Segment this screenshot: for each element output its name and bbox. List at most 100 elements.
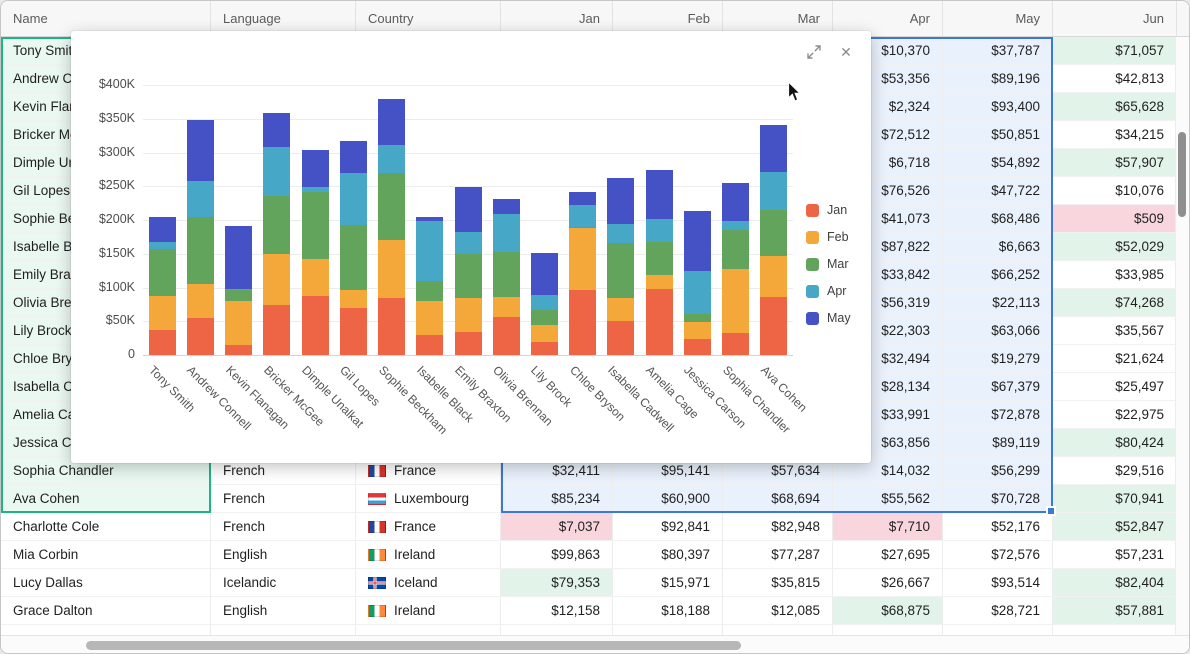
cell-jan[interactable]: $79,353 bbox=[501, 569, 613, 596]
bar-segment-jan[interactable] bbox=[301, 295, 329, 355]
cell-mar[interactable]: $35,815 bbox=[723, 569, 833, 596]
bar-segment-feb[interactable] bbox=[301, 259, 329, 296]
cell-mar[interactable]: $12,085 bbox=[723, 597, 833, 624]
cell-may[interactable]: $67,379 bbox=[943, 373, 1053, 400]
bar-segment-apr[interactable] bbox=[225, 288, 253, 291]
bar-segment-mar[interactable] bbox=[492, 252, 520, 297]
bar-segment-apr[interactable] bbox=[569, 204, 597, 227]
bar-segment-may[interactable] bbox=[645, 170, 673, 220]
cell-may[interactable]: $93,400 bbox=[943, 93, 1053, 120]
bar-segment-may[interactable] bbox=[683, 210, 711, 271]
bar-segment-may[interactable] bbox=[454, 186, 482, 232]
cell-country[interactable]: Iceland bbox=[356, 569, 501, 596]
cell-jun[interactable] bbox=[1053, 625, 1177, 635]
bar-segment-jan[interactable] bbox=[607, 321, 635, 355]
bar-segment-apr[interactable] bbox=[530, 295, 558, 311]
cell-jan[interactable]: $99,863 bbox=[501, 541, 613, 568]
bar-segment-feb[interactable] bbox=[530, 325, 558, 343]
bar-segment-jan[interactable] bbox=[569, 289, 597, 355]
bar-segment-jan[interactable] bbox=[186, 317, 214, 355]
bar-segment-jan[interactable] bbox=[683, 338, 711, 355]
cell-may[interactable]: $63,066 bbox=[943, 317, 1053, 344]
cell-name[interactable]: Grace Dalton bbox=[1, 597, 211, 624]
bar-segment-may[interactable] bbox=[301, 150, 329, 188]
bar-segment-jan[interactable] bbox=[339, 307, 367, 355]
column-header-name[interactable]: Name bbox=[1, 1, 211, 36]
bar-segment-apr[interactable] bbox=[339, 173, 367, 225]
vertical-scrollbar[interactable] bbox=[1175, 37, 1189, 635]
cell-may[interactable]: $50,851 bbox=[943, 121, 1053, 148]
cell-may[interactable]: $66,252 bbox=[943, 261, 1053, 288]
bar-segment-apr[interactable] bbox=[760, 172, 788, 210]
cell-feb[interactable] bbox=[613, 625, 723, 635]
cell-may[interactable]: $37,787 bbox=[943, 37, 1053, 64]
cell-feb[interactable]: $18,188 bbox=[613, 597, 723, 624]
legend-item-jan[interactable]: Jan bbox=[806, 203, 851, 217]
cell-may[interactable]: $19,279 bbox=[943, 345, 1053, 372]
cell-jun[interactable]: $52,029 bbox=[1053, 233, 1177, 260]
bar-segment-may[interactable] bbox=[607, 178, 635, 224]
cell-name[interactable]: Ava Cohen bbox=[1, 485, 211, 512]
cell-language[interactable]: English bbox=[211, 541, 356, 568]
bar-segment-may[interactable] bbox=[263, 113, 291, 148]
selection-fill-handle[interactable] bbox=[1046, 506, 1056, 516]
cell-country[interactable]: Ireland bbox=[356, 597, 501, 624]
cell-may[interactable]: $70,728 bbox=[943, 485, 1053, 512]
expand-icon[interactable] bbox=[805, 43, 823, 61]
bar-segment-feb[interactable] bbox=[492, 296, 520, 318]
legend-item-apr[interactable]: Apr bbox=[806, 284, 851, 298]
bar-segment-mar[interactable] bbox=[454, 254, 482, 299]
cell-jun[interactable]: $10,076 bbox=[1053, 177, 1177, 204]
bar-segment-mar[interactable] bbox=[760, 209, 788, 257]
bar-segment-may[interactable] bbox=[225, 225, 253, 289]
cell-country[interactable] bbox=[356, 625, 501, 635]
bar-segment-jan[interactable] bbox=[492, 317, 520, 355]
cell-may[interactable]: $52,176 bbox=[943, 513, 1053, 540]
bar-segment-feb[interactable] bbox=[378, 240, 406, 299]
bar-segment-mar[interactable] bbox=[225, 290, 253, 301]
bar-segment-apr[interactable] bbox=[186, 180, 214, 217]
bar-segment-feb[interactable] bbox=[569, 228, 597, 290]
horizontal-scrollbar-thumb[interactable] bbox=[86, 641, 741, 650]
bar-segment-may[interactable] bbox=[530, 252, 558, 296]
cell-jun[interactable]: $21,624 bbox=[1053, 345, 1177, 372]
cell-may[interactable]: $89,196 bbox=[943, 65, 1053, 92]
bar-segment-apr[interactable] bbox=[722, 220, 750, 230]
cell-may[interactable]: $22,113 bbox=[943, 289, 1053, 316]
bar-segment-mar[interactable] bbox=[339, 224, 367, 291]
bar-segment-feb[interactable] bbox=[607, 298, 635, 322]
cell-feb[interactable]: $60,900 bbox=[613, 485, 723, 512]
column-header-apr[interactable]: Apr bbox=[833, 1, 943, 36]
legend-item-may[interactable]: May bbox=[806, 311, 851, 325]
bar-segment-apr[interactable] bbox=[263, 147, 291, 197]
cell-apr[interactable]: $68,875 bbox=[833, 597, 943, 624]
cell-apr[interactable]: $55,562 bbox=[833, 485, 943, 512]
bar-segment-feb[interactable] bbox=[263, 253, 291, 306]
cell-country[interactable]: Ireland bbox=[356, 541, 501, 568]
cell-apr[interactable]: $7,710 bbox=[833, 513, 943, 540]
cell-jun[interactable]: $509 bbox=[1053, 205, 1177, 232]
cell-name[interactable]: Mia Corbin bbox=[1, 541, 211, 568]
bar-segment-may[interactable] bbox=[148, 216, 176, 243]
bar-segment-apr[interactable] bbox=[416, 221, 444, 281]
bar-segment-mar[interactable] bbox=[301, 191, 329, 260]
cell-apr[interactable]: $27,695 bbox=[833, 541, 943, 568]
bar-segment-mar[interactable] bbox=[569, 226, 597, 229]
bar-segment-may[interactable] bbox=[760, 124, 788, 173]
cell-jun[interactable]: $57,881 bbox=[1053, 597, 1177, 624]
cell-may[interactable]: $56,299 bbox=[943, 457, 1053, 484]
bar-segment-apr[interactable] bbox=[607, 223, 635, 243]
column-header-jun[interactable]: Jun bbox=[1053, 1, 1177, 36]
bar-segment-feb[interactable] bbox=[339, 290, 367, 308]
bar-segment-may[interactable] bbox=[378, 98, 406, 146]
bar-segment-feb[interactable] bbox=[454, 298, 482, 333]
cell-jan[interactable] bbox=[501, 625, 613, 635]
cell-feb[interactable]: $92,841 bbox=[613, 513, 723, 540]
bar-segment-feb[interactable] bbox=[683, 321, 711, 339]
bar-segment-jan[interactable] bbox=[645, 288, 673, 355]
horizontal-scrollbar[interactable] bbox=[1, 635, 1189, 653]
bar-segment-jan[interactable] bbox=[416, 334, 444, 355]
cell-mar[interactable] bbox=[723, 625, 833, 635]
cell-jun[interactable]: $25,497 bbox=[1053, 373, 1177, 400]
cell-may[interactable]: $47,722 bbox=[943, 177, 1053, 204]
